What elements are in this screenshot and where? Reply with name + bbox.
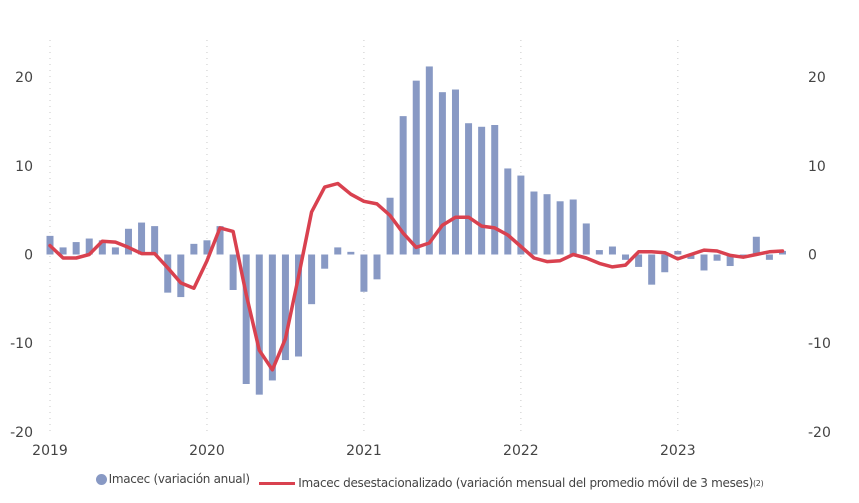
bar-2019-07: [124, 228, 132, 255]
bar-2023-08: [765, 254, 773, 260]
bar-2023-03: [700, 254, 708, 271]
bar-2022-08: [608, 246, 616, 255]
bar-2023-02: [687, 254, 695, 259]
bar-2020-10: [321, 254, 329, 269]
legend-bar-label: Imacec (variación anual): [108, 472, 250, 486]
bar-2021-05: [412, 80, 420, 255]
x-tick-2022: 2022: [503, 443, 539, 459]
bar-2022-06: [582, 223, 590, 255]
legend-item-line[interactable]: Imacec desestacionalizado (variación men…: [253, 476, 764, 490]
bar-2021-09: [465, 123, 473, 255]
bar-2022-09: [622, 254, 630, 260]
bar-2020-08: [295, 254, 303, 357]
y-tick-left-10: 10: [15, 159, 33, 175]
bar-2021-03: [386, 197, 394, 255]
bar-2019-09: [151, 226, 159, 255]
bar-2021-08: [451, 89, 459, 255]
legend-dot-icon: [95, 473, 107, 485]
x-tick-2019: 2019: [32, 443, 68, 459]
bar-2021-12: [504, 168, 512, 255]
bar-2021-11: [491, 124, 499, 255]
bar-2022-04: [556, 201, 564, 255]
bar-2019-02: [59, 247, 67, 255]
bar-2022-10: [635, 254, 643, 267]
x-tick-2023: 2023: [660, 443, 696, 459]
bar-2023-04: [713, 254, 721, 261]
legend-item-bars[interactable]: Imacec (variación anual): [95, 472, 250, 486]
bar-2021-07: [438, 92, 446, 255]
bar-2021-04: [399, 116, 407, 255]
y-tick-left-20: 20: [15, 70, 33, 86]
bar-2020-07: [281, 254, 289, 361]
bar-2022-01: [517, 175, 525, 255]
bar-2023-07: [752, 236, 760, 255]
legend-footnote: (2): [752, 478, 764, 488]
x-tick-2020: 2020: [189, 443, 225, 459]
bar-2019-04: [85, 238, 93, 255]
bar-2021-10: [478, 126, 486, 255]
bar-2023-05: [726, 254, 734, 267]
bar-2022-03: [543, 194, 551, 255]
x-tick-2021: 2021: [346, 443, 382, 459]
bar-2020-04: [242, 254, 250, 385]
bar-2022-12: [661, 254, 669, 273]
bar-2019-05: [98, 240, 106, 255]
bar-2019-08: [138, 222, 146, 255]
legend: Imacec (variación anual) Imacec desestac…: [0, 472, 859, 490]
bar-2020-09: [308, 254, 316, 305]
bar-2020-01: [203, 240, 211, 255]
bar-series: [46, 66, 786, 395]
legend-line-icon: [259, 481, 296, 485]
y-axis-left: 20 10 0 -10 -20: [10, 70, 33, 441]
line-series: [48, 181, 785, 372]
bar-2019-06: [111, 247, 119, 255]
bar-2019-12: [190, 243, 198, 255]
bar-2019-03: [72, 242, 80, 255]
legend-line-label: Imacec desestacionalizado (variación men…: [298, 476, 753, 490]
y-tick-left--20: -20: [10, 425, 33, 441]
bar-2022-05: [569, 199, 577, 255]
bar-2022-11: [648, 254, 656, 285]
bar-2021-01: [360, 254, 368, 292]
bar-2020-06: [268, 254, 276, 381]
bar-2020-03: [229, 254, 237, 290]
y-tick-right-0: 0: [808, 248, 817, 264]
bar-2020-11: [334, 247, 342, 255]
bar-2022-07: [595, 250, 603, 255]
y-tick-right--10: -10: [808, 336, 831, 352]
y-axis-right: 20 10 0 -10 -20: [808, 70, 831, 441]
bar-2023-01: [674, 250, 682, 255]
x-axis: 2019 2020 2021 2022 2023: [32, 443, 695, 459]
y-tick-right--20: -20: [808, 425, 831, 441]
bar-2021-02: [373, 254, 381, 280]
y-tick-left--10: -10: [10, 336, 33, 352]
bar-2022-02: [530, 191, 538, 255]
y-tick-left-0: 0: [24, 248, 33, 264]
bar-2020-12: [347, 251, 355, 255]
bar-2019-11: [177, 254, 185, 298]
bar-2019-10: [164, 254, 172, 293]
y-tick-right-20: 20: [808, 70, 826, 86]
bar-2020-05: [255, 254, 263, 395]
bar-2020-02: [216, 226, 224, 255]
y-tick-right-10: 10: [808, 159, 826, 175]
bar-2021-06: [425, 66, 433, 255]
